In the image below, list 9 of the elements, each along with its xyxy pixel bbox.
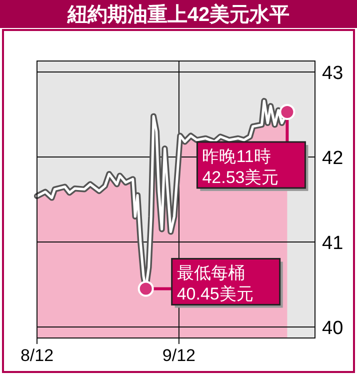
y-tick-label: 42 [322,148,344,170]
y-tick-label: 43 [322,63,344,84]
annotation: 最低每桶 40.45美元 [176,264,254,304]
chart-title: 紐約期油重上42美元水平 [66,3,290,26]
x-tick-label: 9/12 [162,346,196,365]
y-tick-label: 40 [322,318,344,339]
x-tick-label: 8/12 [20,346,54,365]
annotation: 昨晚11時 42.53美元 [202,146,279,187]
y-tick-label: 41 [322,232,344,254]
